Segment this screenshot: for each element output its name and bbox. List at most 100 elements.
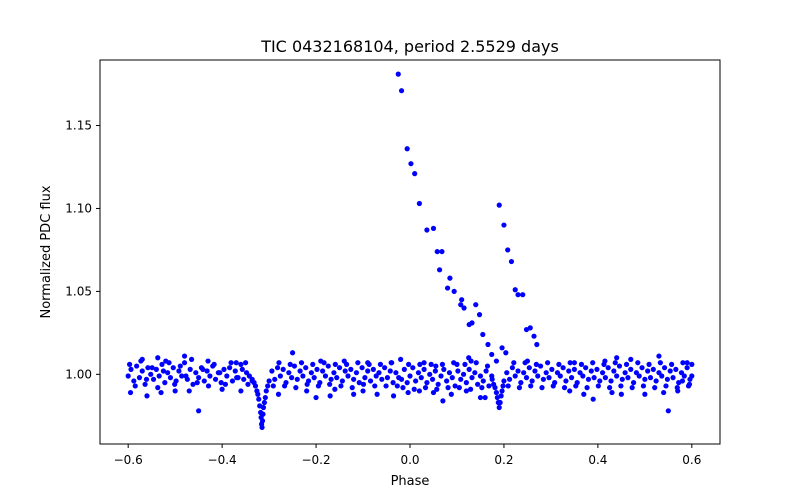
data-point bbox=[370, 366, 376, 372]
data-point bbox=[300, 373, 306, 379]
data-point bbox=[204, 368, 210, 374]
data-point bbox=[459, 297, 465, 303]
data-point bbox=[498, 393, 504, 399]
data-point bbox=[684, 365, 690, 371]
data-point bbox=[176, 368, 182, 374]
data-point bbox=[528, 383, 534, 389]
data-point bbox=[405, 361, 412, 367]
data-point bbox=[266, 378, 272, 384]
data-point bbox=[156, 373, 162, 379]
x-tick-label: −0.6 bbox=[114, 453, 143, 467]
data-point bbox=[422, 385, 429, 391]
data-point bbox=[561, 385, 568, 391]
data-point bbox=[432, 368, 438, 374]
data-point bbox=[238, 361, 244, 367]
data-point bbox=[673, 366, 679, 372]
data-point bbox=[394, 383, 400, 389]
x-tick-label: 0.2 bbox=[494, 453, 513, 467]
data-point bbox=[609, 389, 615, 396]
y-tick-label: 1.10 bbox=[65, 201, 92, 215]
data-point bbox=[689, 373, 695, 379]
data-point bbox=[458, 376, 464, 382]
data-point bbox=[410, 365, 416, 371]
data-point bbox=[165, 370, 171, 376]
data-point bbox=[480, 378, 486, 384]
data-point bbox=[126, 361, 133, 367]
data-point bbox=[287, 361, 293, 367]
data-point bbox=[221, 366, 227, 372]
data-point bbox=[583, 365, 589, 371]
data-point bbox=[628, 356, 634, 362]
chart-title: TIC 0432168104, period 2.5529 days bbox=[260, 37, 559, 56]
data-point bbox=[590, 360, 596, 366]
data-point bbox=[219, 386, 225, 392]
data-point bbox=[573, 383, 579, 389]
data-point bbox=[291, 363, 298, 369]
data-point bbox=[614, 373, 620, 379]
data-point bbox=[452, 383, 458, 389]
data-point bbox=[664, 376, 670, 382]
data-point bbox=[334, 375, 340, 381]
data-point bbox=[556, 361, 562, 367]
data-point bbox=[412, 171, 418, 177]
data-point bbox=[484, 363, 491, 369]
data-point bbox=[590, 396, 596, 402]
data-point bbox=[616, 363, 623, 369]
data-point bbox=[196, 408, 202, 414]
data-point bbox=[605, 365, 611, 371]
data-point bbox=[125, 373, 131, 379]
data-point bbox=[505, 247, 511, 253]
data-point bbox=[433, 363, 439, 369]
data-point bbox=[665, 408, 671, 414]
x-axis-label: Phase bbox=[391, 474, 430, 489]
data-point bbox=[594, 366, 600, 372]
data-point bbox=[482, 394, 488, 401]
data-point bbox=[401, 366, 407, 372]
data-point bbox=[400, 385, 406, 391]
data-point bbox=[467, 386, 474, 392]
data-point bbox=[376, 370, 382, 376]
data-point bbox=[421, 360, 427, 366]
data-point bbox=[227, 365, 233, 371]
data-point bbox=[505, 383, 511, 389]
data-point bbox=[479, 385, 485, 391]
data-point bbox=[661, 365, 668, 371]
data-point bbox=[584, 385, 590, 391]
data-point bbox=[196, 375, 202, 381]
x-tick-label: −0.2 bbox=[301, 453, 330, 467]
data-point bbox=[543, 370, 549, 376]
data-point bbox=[458, 302, 464, 308]
data-point bbox=[280, 366, 286, 372]
data-point bbox=[585, 376, 592, 382]
data-point bbox=[241, 376, 247, 382]
data-point bbox=[602, 375, 608, 381]
data-point bbox=[388, 360, 394, 366]
data-points bbox=[125, 71, 695, 431]
data-point bbox=[205, 383, 212, 389]
data-point bbox=[348, 366, 354, 372]
data-point bbox=[499, 388, 505, 394]
data-point bbox=[418, 375, 424, 381]
data-point bbox=[439, 248, 445, 255]
data-point bbox=[224, 373, 230, 379]
data-point bbox=[436, 267, 443, 273]
data-point bbox=[339, 378, 345, 384]
data-point bbox=[183, 373, 189, 379]
data-point bbox=[599, 370, 606, 376]
data-point bbox=[277, 373, 283, 379]
data-point bbox=[353, 370, 360, 376]
data-point bbox=[193, 370, 199, 376]
data-point bbox=[653, 378, 659, 384]
data-point bbox=[595, 383, 601, 389]
data-point bbox=[684, 360, 690, 366]
data-point bbox=[588, 368, 594, 374]
data-point bbox=[315, 383, 322, 389]
data-point bbox=[493, 358, 500, 364]
data-point bbox=[511, 360, 517, 366]
data-point bbox=[379, 376, 385, 382]
data-point bbox=[390, 393, 397, 399]
data-point bbox=[462, 361, 468, 367]
data-point bbox=[429, 376, 436, 382]
data-point bbox=[342, 368, 348, 374]
